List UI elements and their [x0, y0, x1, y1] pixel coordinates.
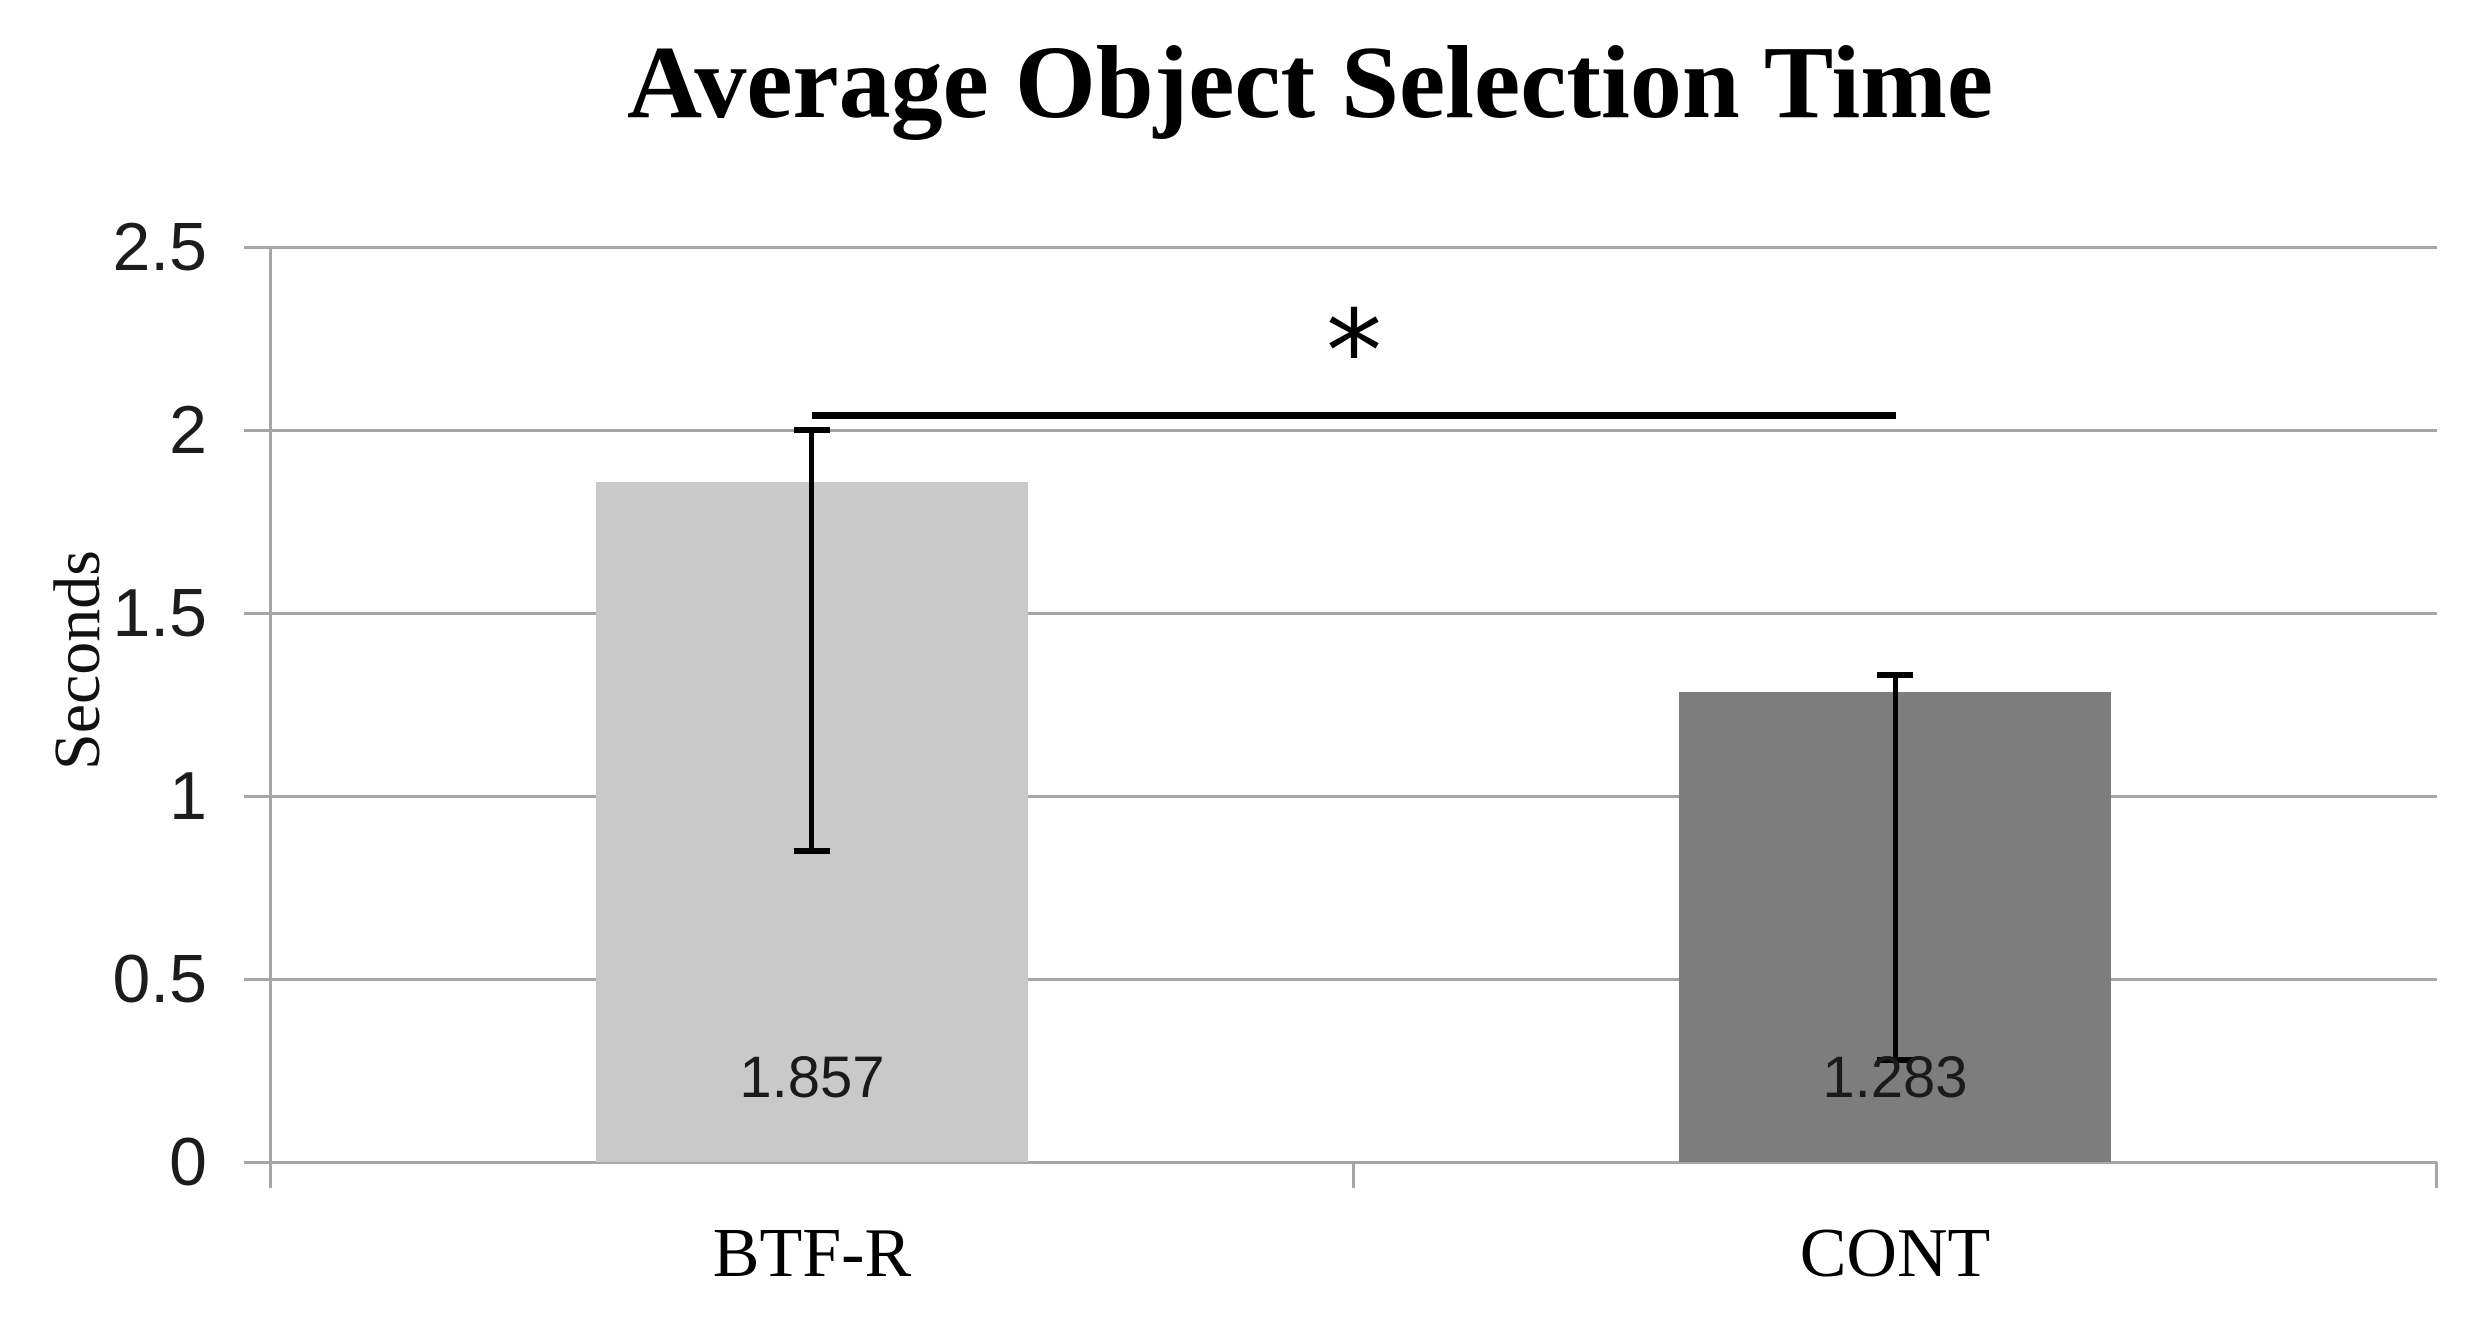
y-tick-label-0.5: 0.5 [112, 941, 207, 1017]
y-tick-label-2.5: 2.5 [112, 209, 207, 285]
y-tick-0 [244, 1161, 270, 1164]
error-bar-cap-top-cont [1877, 672, 1913, 678]
category-label-btf-r: BTF-R [712, 1215, 912, 1292]
y-tick-label-1: 1 [169, 758, 207, 834]
data-label-cont: 1.283 [1822, 1045, 1968, 1110]
category-label-cont: CONT [1799, 1215, 1991, 1292]
gridline-1.5 [270, 612, 2437, 615]
y-tick-2.5 [244, 246, 270, 249]
data-label-btf-r: 1.857 [739, 1045, 885, 1110]
y-tick-1.5 [244, 612, 270, 615]
y-tick-label-0: 0 [169, 1124, 207, 1200]
y-tick-label-2: 2 [169, 392, 207, 468]
error-bar-cap-bottom-btf-r [794, 848, 830, 854]
error-bar-line-cont [1893, 675, 1898, 1060]
significance-line [812, 412, 1896, 419]
y-tick-0.5 [244, 978, 270, 981]
gridline-1 [270, 795, 2437, 798]
y-tick-label-1.5: 1.5 [112, 575, 207, 651]
error-bar-line-btf-r [809, 430, 814, 851]
x-axis-tick-2 [2435, 1162, 2438, 1188]
chart-title: Average Object Selection Time [626, 25, 1994, 140]
significance-asterisk: * [1326, 287, 1382, 417]
error-bar-cap-bottom-cont [1877, 1057, 1913, 1063]
gridline-2.5 [270, 246, 2437, 249]
x-axis-tick-1 [1352, 1162, 1355, 1188]
y-tick-1 [244, 795, 270, 798]
gridline-0.5 [270, 978, 2437, 981]
error-bar-cap-top-btf-r [794, 427, 830, 433]
y-axis-line [269, 247, 272, 1188]
gridline-2 [270, 429, 2437, 432]
y-tick-2 [244, 429, 270, 432]
